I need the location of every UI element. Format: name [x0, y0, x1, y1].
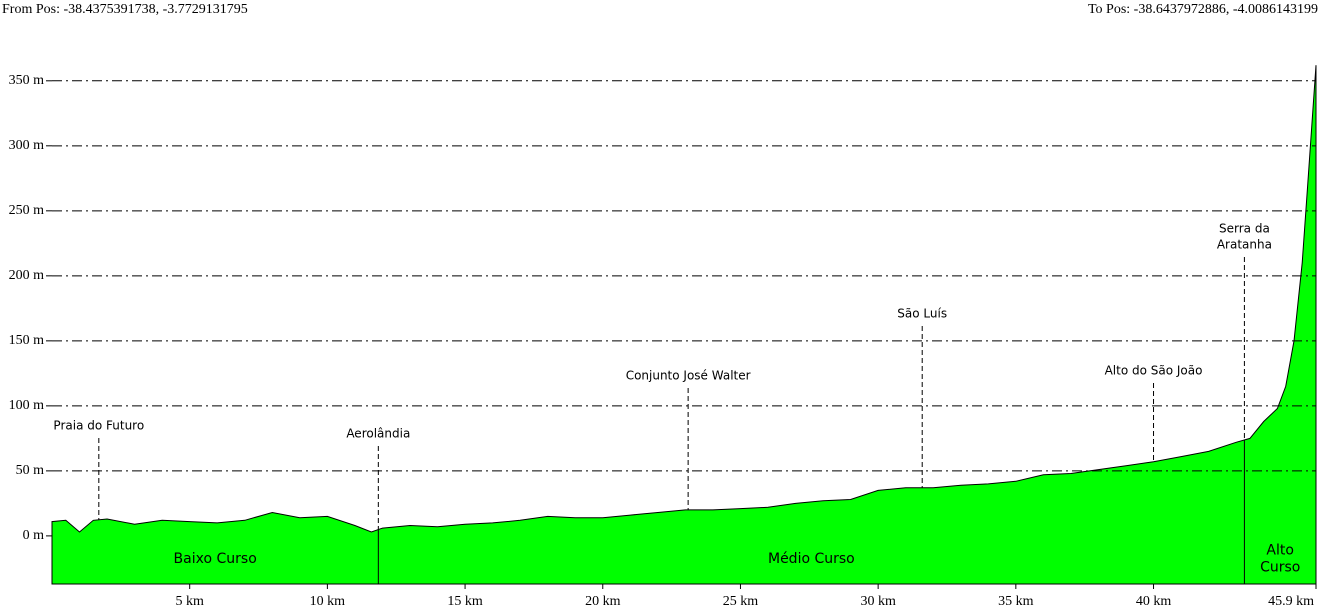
region-label: Alto: [1266, 543, 1294, 559]
region-label: Baixo Curso: [174, 551, 257, 567]
y-tick-label: 250 m: [9, 203, 45, 218]
y-tick-label: 200 m: [9, 268, 45, 283]
x-tick-label: 45.9 km: [1268, 594, 1314, 609]
x-tick-label: 20 km: [585, 594, 621, 609]
y-tick-label: 0 m: [23, 528, 45, 543]
annotation-label: Alto do São João: [1105, 364, 1203, 378]
y-tick-label: 300 m: [9, 138, 45, 153]
y-tick-label: 50 m: [16, 463, 45, 478]
annotation-label: Aratanha: [1217, 238, 1272, 252]
annotation-label: Aerolândia: [346, 427, 410, 441]
x-tick-label: 40 km: [1136, 594, 1172, 609]
annotation-label: Conjunto José Walter: [626, 369, 751, 383]
x-tick-label: 15 km: [447, 594, 483, 609]
x-tick-label: 10 km: [310, 594, 346, 609]
annotation-label: Praia do Futuro: [53, 419, 144, 433]
annotation-label: São Luís: [897, 307, 947, 321]
to-position: To Pos: -38.6437972886, -4.0086143199: [1088, 2, 1318, 17]
y-tick-label: 150 m: [9, 333, 45, 348]
x-tick-label: 5 km: [175, 594, 204, 609]
from-position: From Pos: -38.4375391738, -3.7729131795: [2, 2, 248, 17]
y-tick-label: 100 m: [9, 398, 45, 413]
region-label: Médio Curso: [768, 551, 855, 567]
elevation-area: [51, 65, 1317, 585]
x-tick-label: 30 km: [860, 594, 896, 609]
region-label: Curso: [1260, 560, 1300, 576]
y-tick-label: 350 m: [9, 73, 45, 88]
x-tick-label: 25 km: [723, 594, 759, 609]
x-tick-label: 35 km: [998, 594, 1034, 609]
annotation-label: Serra da: [1219, 222, 1270, 236]
